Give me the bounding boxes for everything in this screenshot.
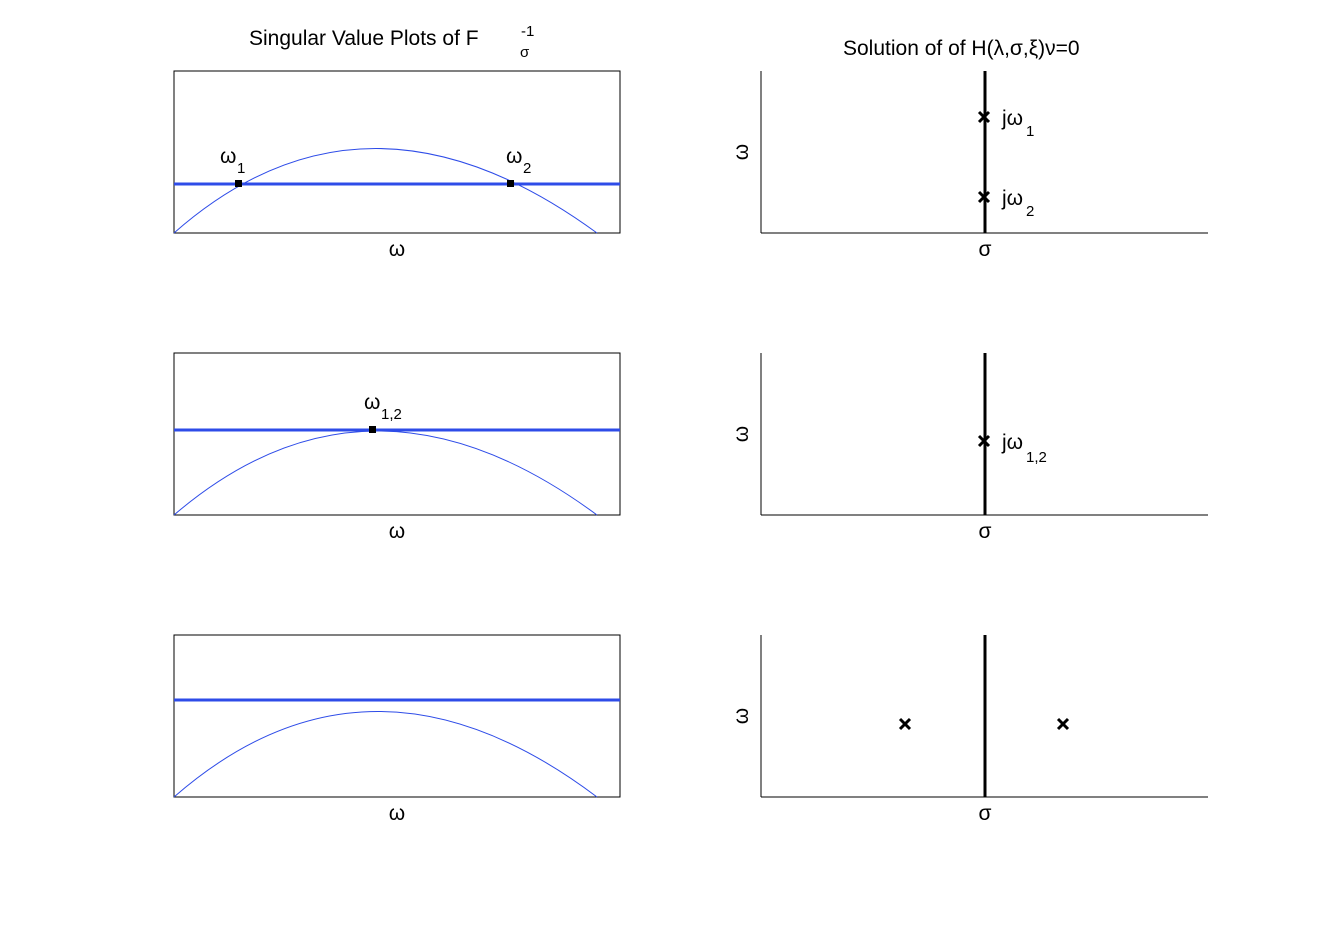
left-panel-1: ω 1 ω 2 ω — [173, 70, 621, 261]
sigma-label: σ — [979, 238, 992, 261]
omega-2-subscript: 2 — [523, 160, 531, 177]
j-omega-12-subscript: 1,2 — [1026, 449, 1047, 466]
left-panel-2-xlabel: ω — [389, 520, 405, 543]
root-marker-1 — [977, 110, 991, 124]
omega-axis-label: ω — [730, 708, 753, 724]
omega-2-label: ω — [506, 145, 522, 168]
right-panel-2: jω 1,2 σ ω — [730, 353, 1208, 543]
root-marker-double — [977, 434, 991, 448]
sigma-label: σ — [979, 802, 992, 825]
omega-axis-label: ω — [730, 144, 753, 160]
j-omega-1-subscript: 1 — [1026, 123, 1034, 140]
left-panel-1-xlabel: ω — [389, 238, 405, 261]
right-panel-3: σ ω — [730, 635, 1208, 825]
left-panel-2: ω 1,2 ω — [173, 352, 621, 543]
singular-value-curve — [173, 430, 598, 516]
left-panel-3: ω — [173, 634, 621, 825]
root-marker-left — [898, 717, 912, 731]
tangent-point — [369, 426, 376, 433]
left-title-superscript: -1 — [521, 23, 534, 40]
intersection-point-1 — [235, 180, 242, 187]
right-title: Solution of of H(λ,σ,ξ)ν=0 — [843, 37, 1080, 60]
intersection-point-2 — [507, 180, 514, 187]
right-panel-1: jω 1 jω 2 σ ω — [730, 71, 1208, 261]
root-marker-2 — [977, 190, 991, 204]
singular-value-curve — [173, 711, 598, 798]
omega-12-label: ω — [364, 391, 380, 414]
j-omega-2-subscript: 2 — [1026, 203, 1034, 220]
left-panel-2-frame — [173, 352, 621, 516]
omega-axis-label: ω — [730, 426, 753, 442]
j-omega-2-label: jω — [1001, 187, 1023, 210]
sigma-label: σ — [979, 520, 992, 543]
left-panel-3-xlabel: ω — [389, 802, 405, 825]
j-omega-12-label: jω — [1001, 431, 1023, 454]
singular-value-curve — [173, 148, 598, 234]
omega-1-subscript: 1 — [237, 160, 245, 177]
omega-1-label: ω — [220, 145, 236, 168]
omega-12-subscript: 1,2 — [381, 406, 402, 423]
left-panel-3-frame — [173, 634, 621, 798]
left-title: Singular Value Plots of F — [249, 27, 479, 50]
j-omega-1-label: jω — [1001, 107, 1023, 130]
left-title-subscript: σ — [520, 44, 530, 61]
left-panel-1-frame — [173, 70, 621, 234]
root-marker-right — [1056, 717, 1070, 731]
